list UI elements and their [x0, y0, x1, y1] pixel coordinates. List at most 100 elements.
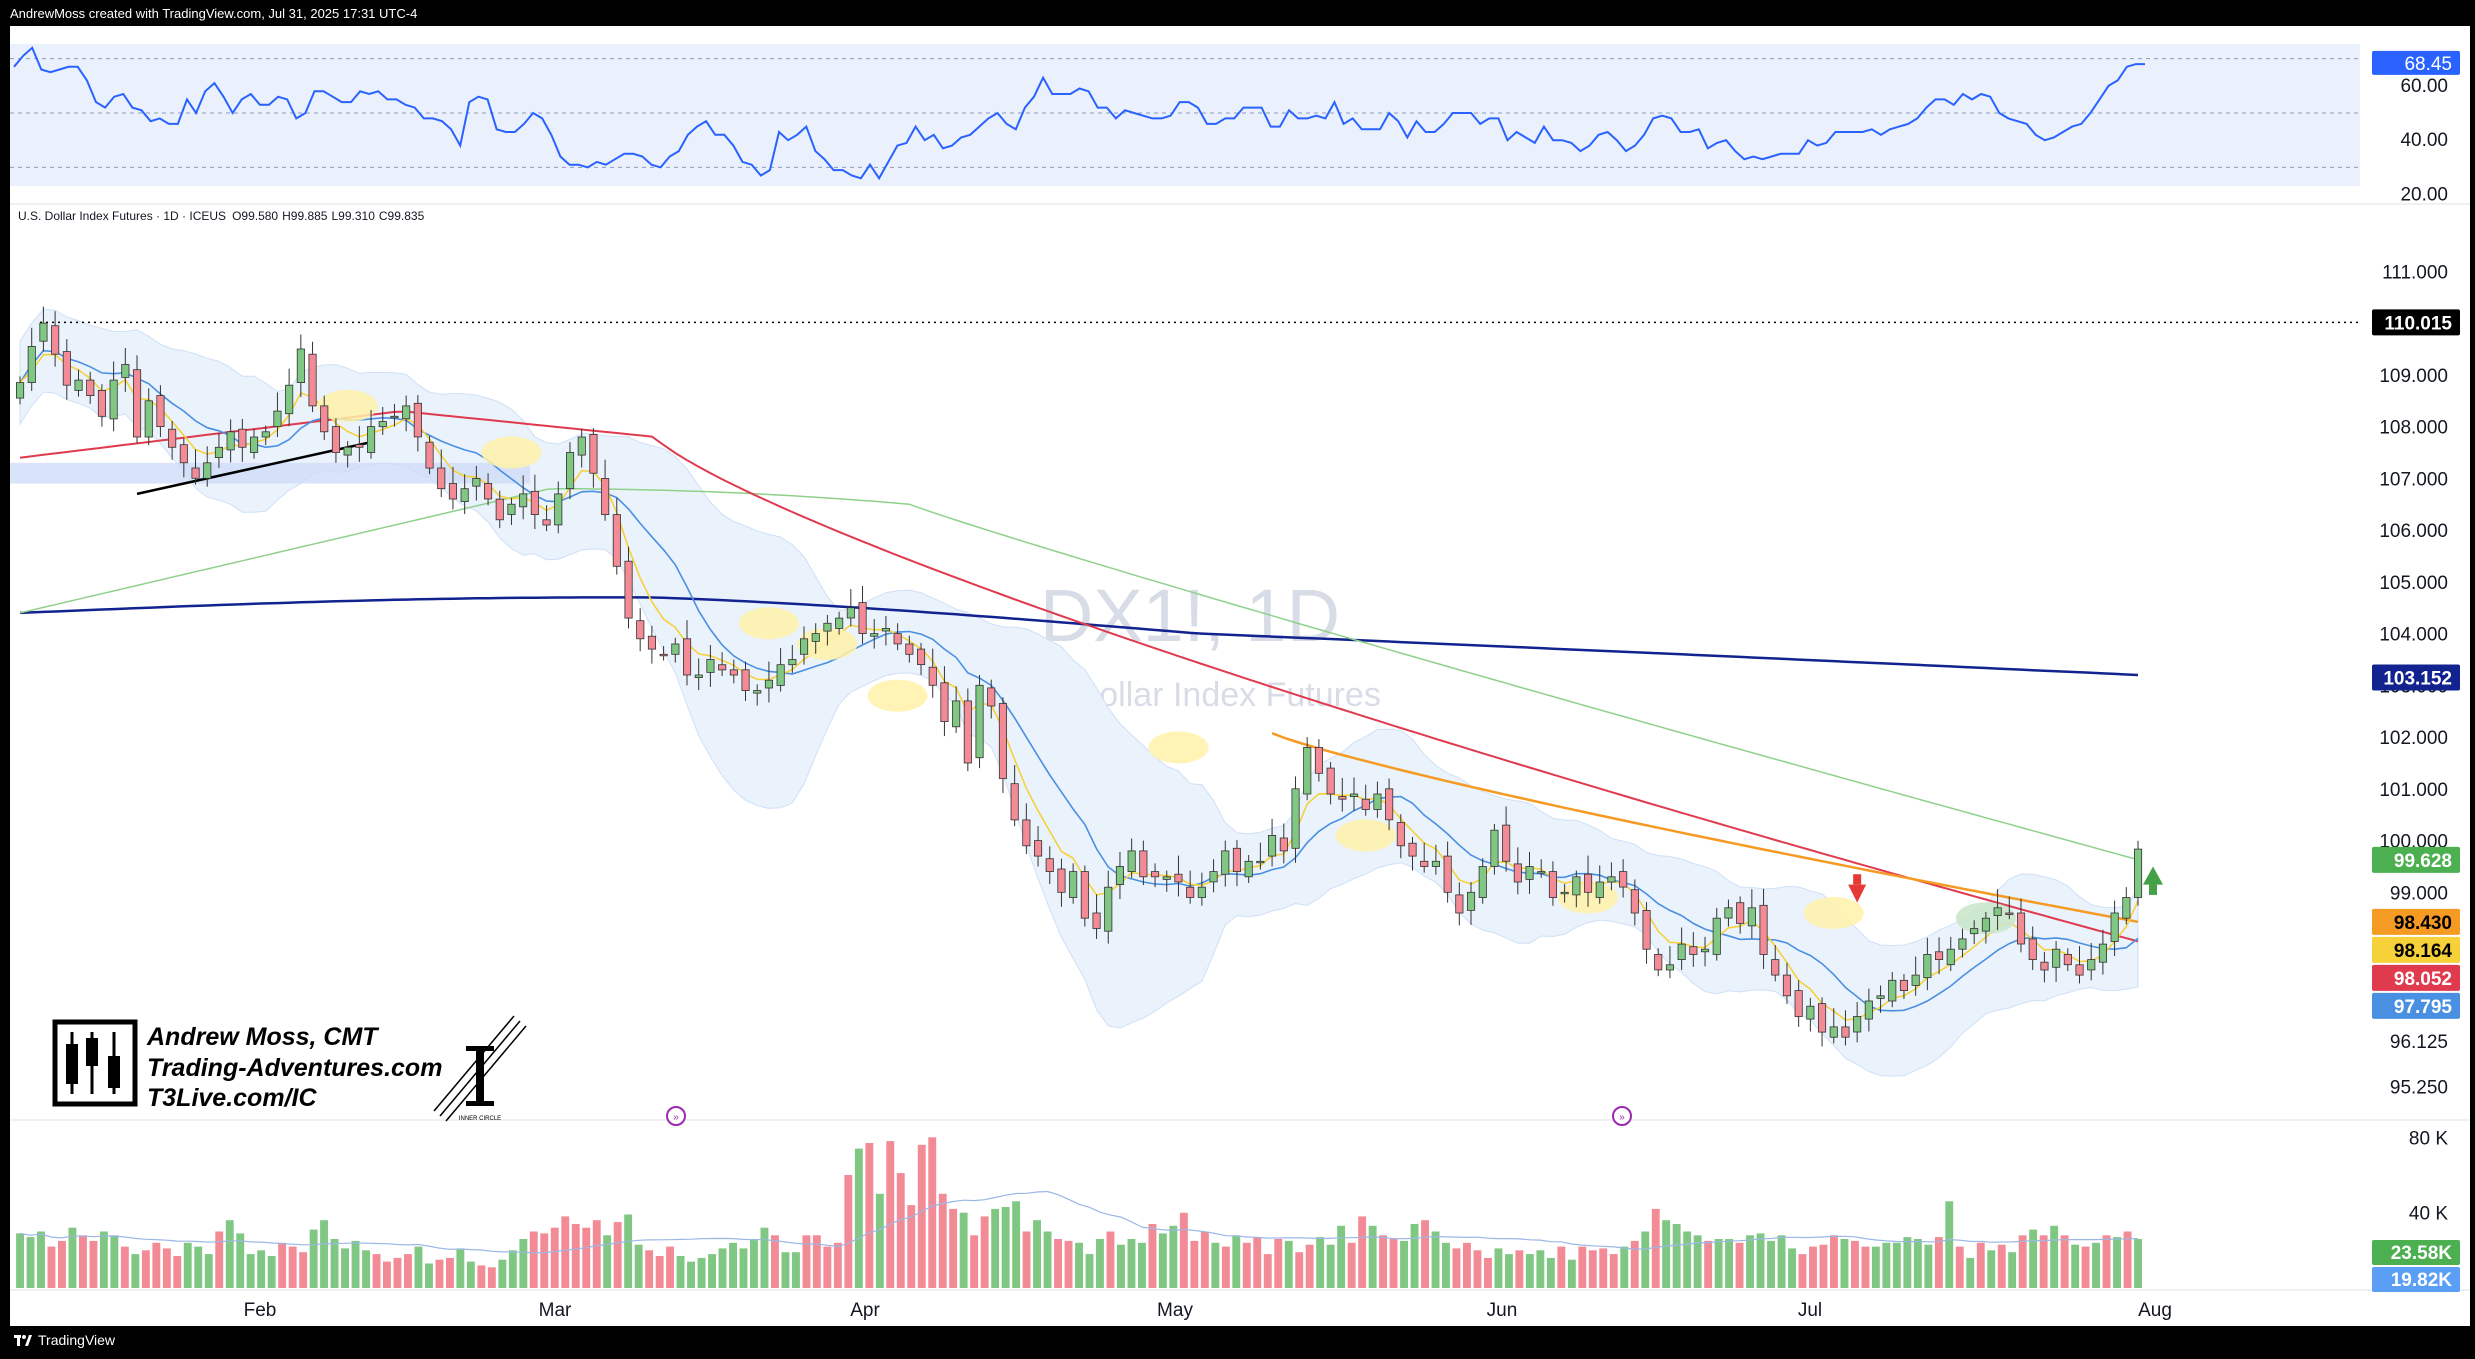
candle — [1244, 855, 1253, 884]
price-badge-label: 98.430 — [2394, 913, 2452, 934]
volume-bar — [1735, 1242, 1744, 1288]
volume-bar — [739, 1248, 748, 1288]
price-badge-bg — [2372, 992, 2460, 1019]
event-marker-icon[interactable]: » — [1612, 1106, 1632, 1126]
volume-bar — [173, 1256, 182, 1288]
candle — [51, 311, 60, 367]
candle-body — [1876, 995, 1885, 999]
highlight-ellipse — [1148, 731, 1209, 764]
volume-bar — [110, 1235, 119, 1288]
volume-bar — [1630, 1240, 1639, 1288]
volume-bar — [792, 1252, 800, 1288]
volume-bar — [1326, 1244, 1335, 1288]
candle — [1291, 776, 1300, 863]
candle-body — [1034, 840, 1043, 857]
volume-bar — [886, 1141, 895, 1288]
volume-bar — [1505, 1254, 1513, 1288]
candle-body — [1525, 866, 1534, 880]
candle-body — [273, 410, 282, 428]
highlight-ellipse — [1803, 897, 1864, 930]
candle-body — [1385, 788, 1394, 821]
price-badge-bg — [2372, 664, 2460, 691]
rsi-value-badge-label: 68.45 — [2404, 54, 2452, 75]
candle-body — [647, 635, 656, 650]
candle — [671, 637, 680, 663]
candle-body — [472, 477, 481, 487]
candle — [144, 388, 153, 446]
candle-body — [448, 483, 457, 500]
volume-bar — [676, 1256, 685, 1288]
candle — [1174, 855, 1183, 897]
candle — [1268, 818, 1277, 867]
volume-layer — [16, 1137, 2142, 1288]
candle-body — [601, 477, 610, 515]
event-marker-icon[interactable]: » — [666, 1106, 686, 1126]
candle-body — [121, 364, 130, 378]
candle-body — [261, 431, 270, 438]
candle — [2063, 948, 2072, 971]
volume-bar — [781, 1252, 790, 1288]
candle-body — [870, 633, 879, 637]
candle-body — [952, 700, 961, 728]
candle-body — [1970, 928, 1979, 935]
candle-body — [636, 620, 645, 640]
volume-bar — [844, 1175, 853, 1288]
candle-body — [893, 633, 902, 645]
candle-body — [788, 659, 797, 666]
volume-bar — [257, 1250, 266, 1288]
created-by-caption: AndrewMoss created with TradingView.com,… — [10, 6, 418, 21]
candle — [1584, 855, 1593, 907]
candle-body — [1572, 876, 1581, 896]
candle — [1373, 781, 1382, 818]
down-arrow-icon — [1848, 884, 1867, 903]
candle-body — [214, 446, 224, 458]
candle-body — [507, 503, 516, 515]
candle-body — [331, 426, 340, 453]
candlestick-logo-bars — [66, 1032, 120, 1094]
footer-brand[interactable]: TradingView — [14, 1332, 115, 1348]
volume-bar — [1683, 1231, 1692, 1288]
candle — [788, 644, 797, 673]
candle — [483, 473, 493, 506]
candle — [1490, 824, 1499, 875]
volume-bar — [2081, 1246, 2090, 1288]
candle — [905, 635, 914, 663]
candle — [2028, 926, 2037, 970]
candle-body — [1139, 850, 1148, 878]
candle — [203, 446, 212, 487]
candle-body — [1724, 907, 1733, 919]
candle-body — [1092, 912, 1101, 929]
candle — [2110, 900, 2119, 956]
candle — [191, 449, 200, 485]
candle — [1794, 980, 1803, 1027]
volume-bar — [435, 1259, 444, 1288]
candle — [1010, 765, 1019, 827]
candle-body — [413, 402, 422, 438]
price-badge-bg — [2372, 846, 2460, 873]
candle-body — [27, 345, 36, 383]
candle-body — [1022, 819, 1031, 847]
candle — [694, 658, 703, 691]
candle — [27, 327, 36, 391]
volume-bar — [812, 1235, 821, 1288]
price-badge-label: 97.795 — [2394, 997, 2453, 1018]
chart-svg[interactable]: U.S. Dollar Index Futures · 1D · ICEUS O9… — [10, 26, 2470, 1326]
candle — [566, 442, 575, 500]
volume-bar — [771, 1235, 779, 1288]
volume-bar — [246, 1254, 255, 1288]
candle — [776, 648, 785, 692]
price-badge-bg — [2372, 936, 2460, 963]
candle — [366, 410, 376, 459]
candle-body — [1478, 866, 1487, 898]
candle — [39, 306, 48, 352]
plot-area[interactable]: U.S. Dollar Index Futures · 1D · ICEUS O9… — [10, 26, 2470, 1326]
candle-body — [1326, 767, 1335, 795]
volume-bar — [1515, 1250, 1524, 1288]
volume-bar — [1379, 1235, 1387, 1288]
candle-body — [2110, 912, 2119, 942]
volume-bar — [99, 1231, 108, 1288]
candle-body — [577, 436, 586, 456]
candle-body — [1197, 886, 1206, 898]
candle-body — [1712, 917, 1721, 955]
volume-bar — [519, 1239, 528, 1288]
